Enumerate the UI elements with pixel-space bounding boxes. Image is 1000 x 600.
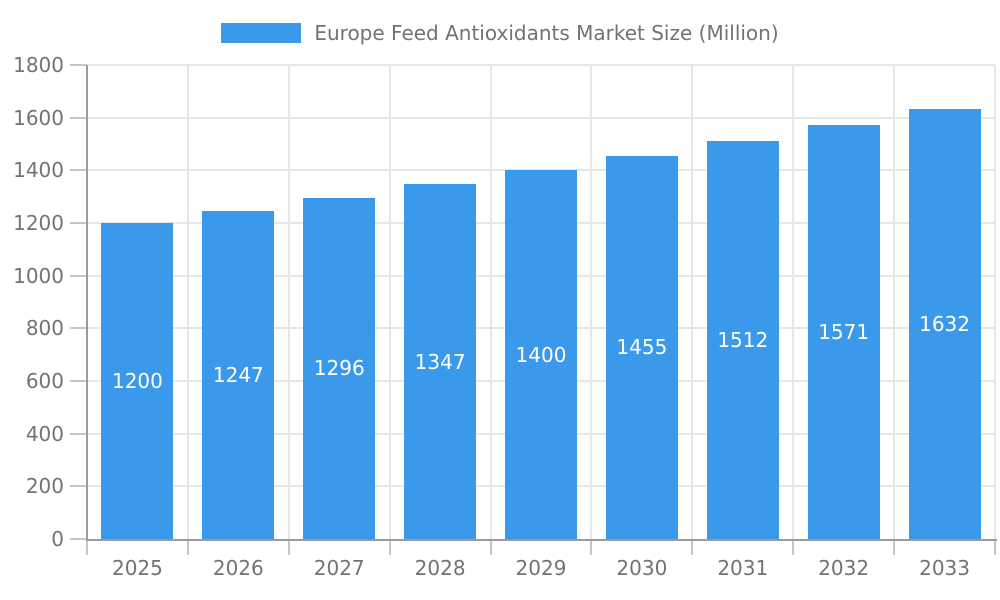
bar-value-label: 1632 (919, 312, 970, 337)
v-gridline (590, 65, 593, 539)
bar-2027[interactable]: 1296 (303, 197, 376, 539)
h-gridline (87, 116, 995, 119)
x-axis-tick (186, 539, 189, 555)
y-axis-line (86, 65, 88, 541)
x-axis-label: 2029 (515, 556, 567, 580)
y-axis-tick (70, 538, 87, 540)
y-axis-label: 600 (25, 369, 64, 393)
x-axis-label: 2033 (919, 556, 970, 580)
x-axis-tick (792, 539, 795, 555)
v-gridline (186, 65, 189, 539)
x-axis-label: 2026 (212, 556, 264, 580)
h-gridline (87, 169, 995, 172)
y-axis-label: 1800 (13, 53, 64, 77)
y-axis-label: 400 (25, 421, 64, 446)
v-gridline (691, 65, 694, 539)
plot-area: 1200 1247 1296 1347 1400 1455 1512 1571 1632 (87, 64, 996, 539)
y-axis-tick (70, 116, 87, 119)
h-gridline (87, 64, 995, 66)
bar-2025[interactable]: 1200 (101, 223, 174, 539)
y-axis-tick (70, 169, 87, 172)
bar-value-label: 1512 (717, 327, 769, 352)
bar-2031[interactable]: 1512 (706, 140, 779, 539)
x-axis-tick (691, 539, 694, 555)
x-axis-tick (590, 539, 593, 555)
x-axis-tick (893, 539, 896, 555)
x-axis-tick (388, 539, 391, 555)
x-axis-tick (287, 539, 290, 555)
x-axis-label: 2028 (414, 556, 466, 580)
y-axis-label: 1400 (13, 158, 64, 183)
legend-swatch (221, 23, 302, 43)
x-axis-label: 2025 (111, 556, 163, 580)
bar-2029[interactable]: 1400 (505, 170, 577, 539)
x-axis-label: 2027 (313, 556, 365, 580)
bar-value-label: 1200 (111, 369, 163, 393)
x-axis-line (86, 539, 997, 541)
bar-value-label: 1296 (313, 356, 365, 381)
bar-2030[interactable]: 1455 (605, 155, 678, 539)
bar-2026[interactable]: 1247 (202, 210, 275, 539)
x-axis-tick (489, 539, 492, 555)
legend-label: Europe Feed Antioxidants Market Size (Mi… (314, 21, 779, 45)
bar-value-label: 1455 (616, 335, 668, 360)
y-axis-label: 1200 (13, 211, 64, 235)
y-axis-tick (70, 64, 87, 66)
x-axis-tick (86, 539, 88, 555)
x-axis-label: 2030 (616, 556, 668, 580)
y-axis-tick (70, 485, 87, 488)
x-axis-label: 2032 (818, 556, 870, 580)
y-axis-label: 0 (51, 527, 64, 551)
y-axis-tick (70, 432, 87, 435)
v-gridline (489, 65, 492, 539)
y-axis-label: 200 (25, 474, 64, 499)
y-axis-tick (70, 274, 87, 277)
v-gridline (893, 65, 896, 539)
y-axis-label: 1000 (13, 263, 64, 288)
bar-2032[interactable]: 1571 (807, 125, 880, 539)
bar-value-label: 1247 (212, 362, 264, 387)
x-axis-tick (994, 539, 996, 555)
legend-item[interactable]: Europe Feed Antioxidants Market Size (Mi… (221, 21, 779, 45)
y-axis-label: 1600 (13, 105, 64, 130)
bar-2028[interactable]: 1347 (404, 184, 477, 539)
bar-value-label: 1347 (414, 349, 466, 374)
v-gridline (287, 65, 290, 539)
y-axis-label: 800 (25, 316, 64, 341)
y-axis-tick (70, 327, 87, 330)
v-gridline (388, 65, 391, 539)
bar-2033[interactable]: 1632 (908, 109, 981, 539)
bar-value-label: 1571 (818, 320, 870, 345)
y-axis-tick (70, 222, 87, 224)
legend: Europe Feed Antioxidants Market Size (Mi… (0, 21, 1000, 45)
v-gridline (792, 65, 795, 539)
y-axis-tick (70, 380, 87, 382)
bar-value-label: 1400 (515, 342, 567, 367)
v-gridline (994, 65, 996, 539)
x-axis-label: 2031 (717, 556, 769, 580)
